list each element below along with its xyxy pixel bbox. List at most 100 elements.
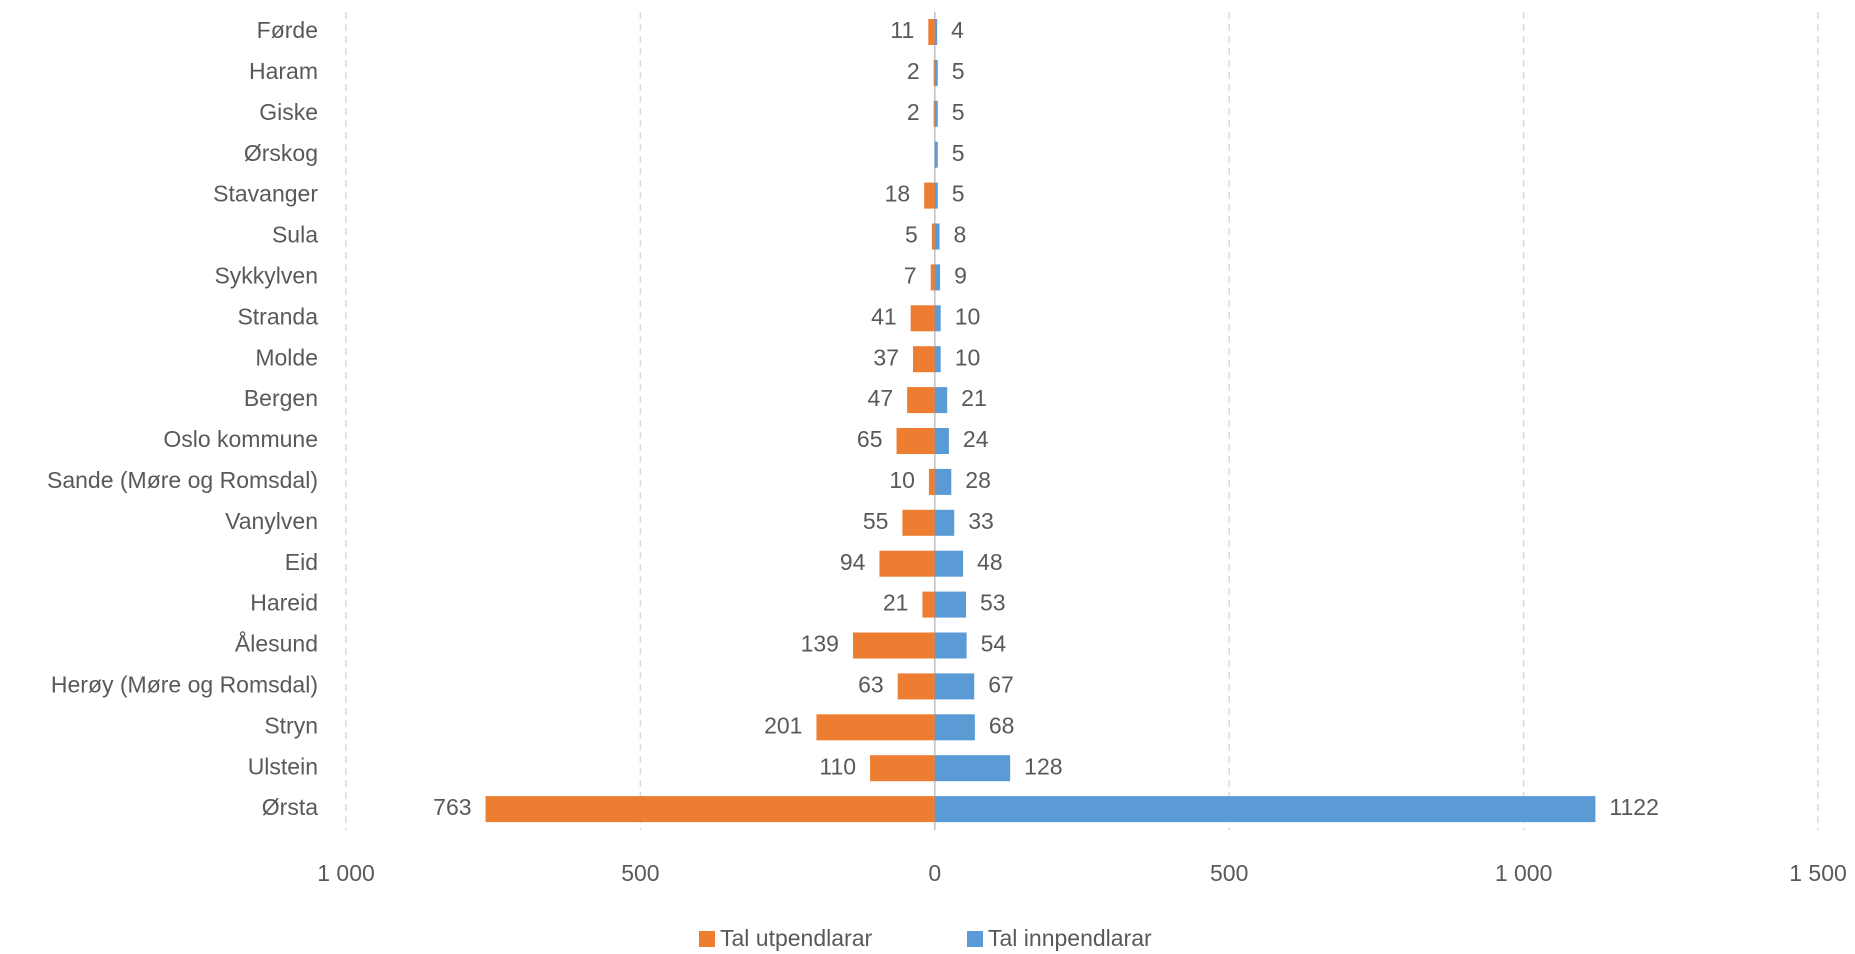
bar <box>922 591 935 618</box>
bar <box>879 550 935 577</box>
bar <box>934 550 964 577</box>
bar <box>930 264 935 291</box>
data-label: 1122 <box>1609 794 1658 820</box>
y-tick-label: Ålesund <box>235 630 318 657</box>
y-tick-label: Ulstein <box>248 753 318 779</box>
bar <box>934 141 938 168</box>
data-label: 94 <box>840 549 866 575</box>
data-label: 139 <box>801 631 839 657</box>
data-label: 65 <box>857 426 883 452</box>
x-tick-label: 500 <box>621 860 659 886</box>
data-label: 4 <box>951 17 964 43</box>
y-tick-label: Hareid <box>250 590 318 616</box>
bar <box>907 387 935 414</box>
y-tick-label: Sula <box>272 222 318 248</box>
bar <box>852 632 935 659</box>
bar <box>897 673 935 700</box>
y-tick-label: Førde <box>257 17 318 43</box>
y-tick-label: Vanylven <box>225 508 318 534</box>
y-tick-label: Bergen <box>244 385 318 411</box>
bar <box>485 796 935 823</box>
bar <box>934 59 938 86</box>
data-label: 5 <box>952 140 965 166</box>
data-label: 9 <box>954 262 967 288</box>
data-label: 5 <box>905 222 918 248</box>
data-label: 67 <box>988 671 1014 697</box>
data-label: 2 <box>907 99 920 125</box>
bar <box>934 428 949 454</box>
data-label: 10 <box>889 467 915 493</box>
bar <box>934 509 955 536</box>
x-tick-label: 1 000 <box>317 860 375 886</box>
data-label: 763 <box>433 794 471 820</box>
data-label: 41 <box>871 303 897 329</box>
bar <box>934 182 938 209</box>
y-tick-label: Stavanger <box>213 181 318 207</box>
legend-label: Tal utpendlarar <box>720 925 872 951</box>
bar <box>910 305 935 332</box>
data-label: 110 <box>819 753 856 779</box>
bar <box>896 428 935 454</box>
y-tick-label: Oslo kommune <box>163 426 318 452</box>
legend-label: Tal innpendlarar <box>988 925 1152 951</box>
y-tick-label: Sande (Møre og Romsdal) <box>47 467 318 493</box>
legend-swatch <box>967 931 983 947</box>
bar <box>870 755 935 782</box>
bar <box>934 468 952 495</box>
y-tick-label: Ørsta <box>262 794 318 820</box>
data-label: 5 <box>952 58 965 84</box>
data-label: 48 <box>977 549 1003 575</box>
x-tick-label: 500 <box>1210 860 1248 886</box>
bar <box>934 100 938 127</box>
data-label: 128 <box>1024 753 1062 779</box>
data-label: 37 <box>873 344 899 370</box>
y-tick-label: Stranda <box>237 303 318 329</box>
data-label: 21 <box>883 590 909 616</box>
data-label: 53 <box>980 590 1006 616</box>
data-label: 201 <box>764 712 802 738</box>
bar <box>928 19 935 45</box>
bar <box>902 509 935 536</box>
bar <box>934 305 941 332</box>
bar <box>934 387 948 414</box>
y-tick-label: Molde <box>255 344 318 370</box>
data-label: 18 <box>885 181 911 207</box>
bar <box>934 796 1596 823</box>
data-label: 10 <box>955 303 981 329</box>
bar <box>933 59 935 86</box>
bar <box>934 591 967 618</box>
bar <box>928 468 935 495</box>
x-tick-label: 1 500 <box>1789 860 1847 886</box>
x-tick-label: 0 <box>928 860 941 886</box>
bar <box>924 182 935 209</box>
y-tick-label: Giske <box>259 99 318 125</box>
bar <box>934 346 941 373</box>
bar <box>931 223 935 250</box>
data-label: 8 <box>954 222 967 248</box>
data-label: 11 <box>890 17 914 43</box>
data-label: 21 <box>961 385 987 411</box>
y-tick-label: Haram <box>249 58 318 84</box>
data-label: 5 <box>952 181 965 207</box>
data-label: 28 <box>965 467 991 493</box>
data-label: 7 <box>904 262 917 288</box>
bar <box>816 714 935 741</box>
bar <box>934 223 940 250</box>
bar <box>934 632 967 659</box>
y-tick-label: Sykkylven <box>214 262 318 288</box>
data-label: 54 <box>981 631 1007 657</box>
data-label: 5 <box>952 99 965 125</box>
y-tick-label: Ørskog <box>244 140 318 166</box>
bar <box>934 19 938 45</box>
y-tick-label: Herøy (Møre og Romsdal) <box>51 671 318 697</box>
data-label: 68 <box>989 712 1015 738</box>
x-tick-label: 1 000 <box>1495 860 1553 886</box>
data-label: 10 <box>955 344 981 370</box>
legend-swatch <box>699 931 715 947</box>
bar <box>913 346 935 373</box>
bar <box>934 264 941 291</box>
bar <box>934 755 1011 782</box>
data-label: 63 <box>858 671 884 697</box>
bar <box>934 673 975 700</box>
